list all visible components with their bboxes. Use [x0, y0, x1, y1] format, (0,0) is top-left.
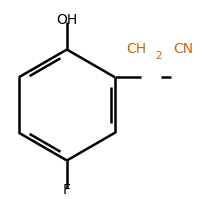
Text: CN: CN — [173, 42, 193, 56]
Text: F: F — [63, 183, 71, 197]
Text: CH: CH — [126, 42, 147, 56]
Text: OH: OH — [56, 13, 78, 27]
Text: 2: 2 — [155, 52, 162, 61]
